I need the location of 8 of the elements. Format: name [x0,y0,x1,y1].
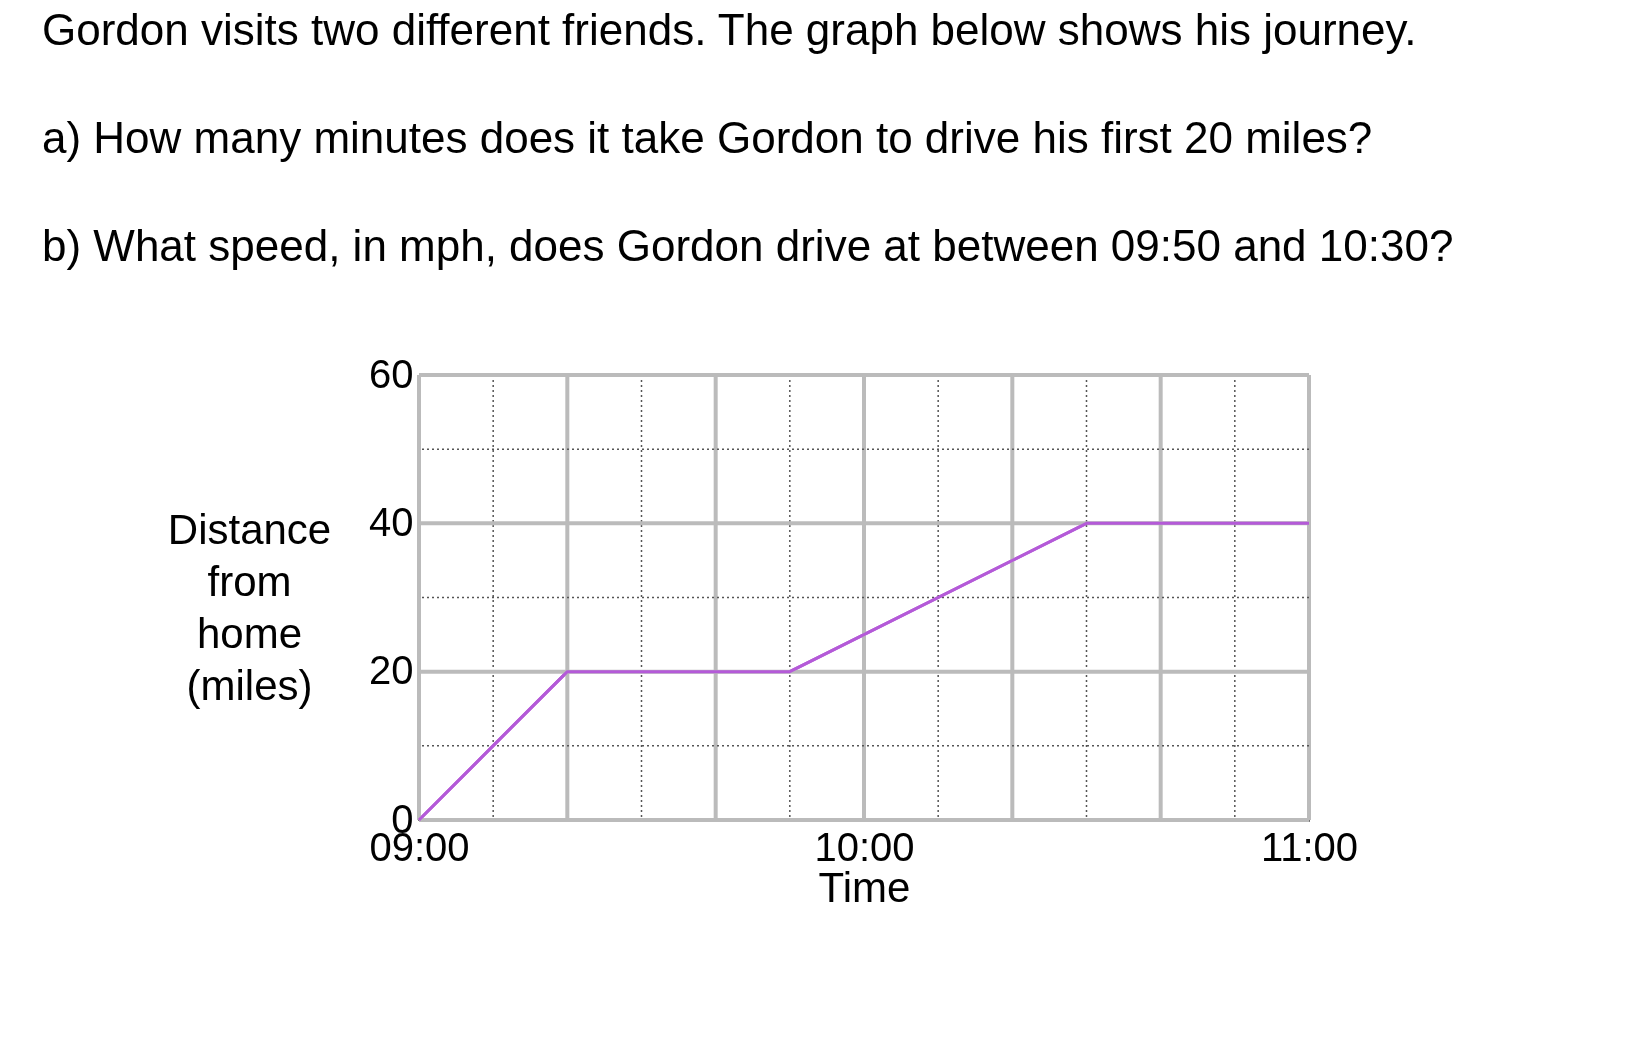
y-tick-label: 40 [369,499,414,544]
x-tick-label: 11:00 [1260,824,1359,869]
text: a) How many minutes does it take Gordon to drive his first 20 miles? [42,113,1373,162]
y-axis-title: Distance from home (miles) [167,506,332,710]
y-tick-label: 20 [369,648,414,693]
y-tick-label: 60 [369,351,414,396]
chart-title: Gordon visits two different friends. The graph below shows his journey. [42,5,1417,54]
text: b) What speed, in mph, does Gordon drive at between 09:50 and 10:30? [42,221,1454,270]
